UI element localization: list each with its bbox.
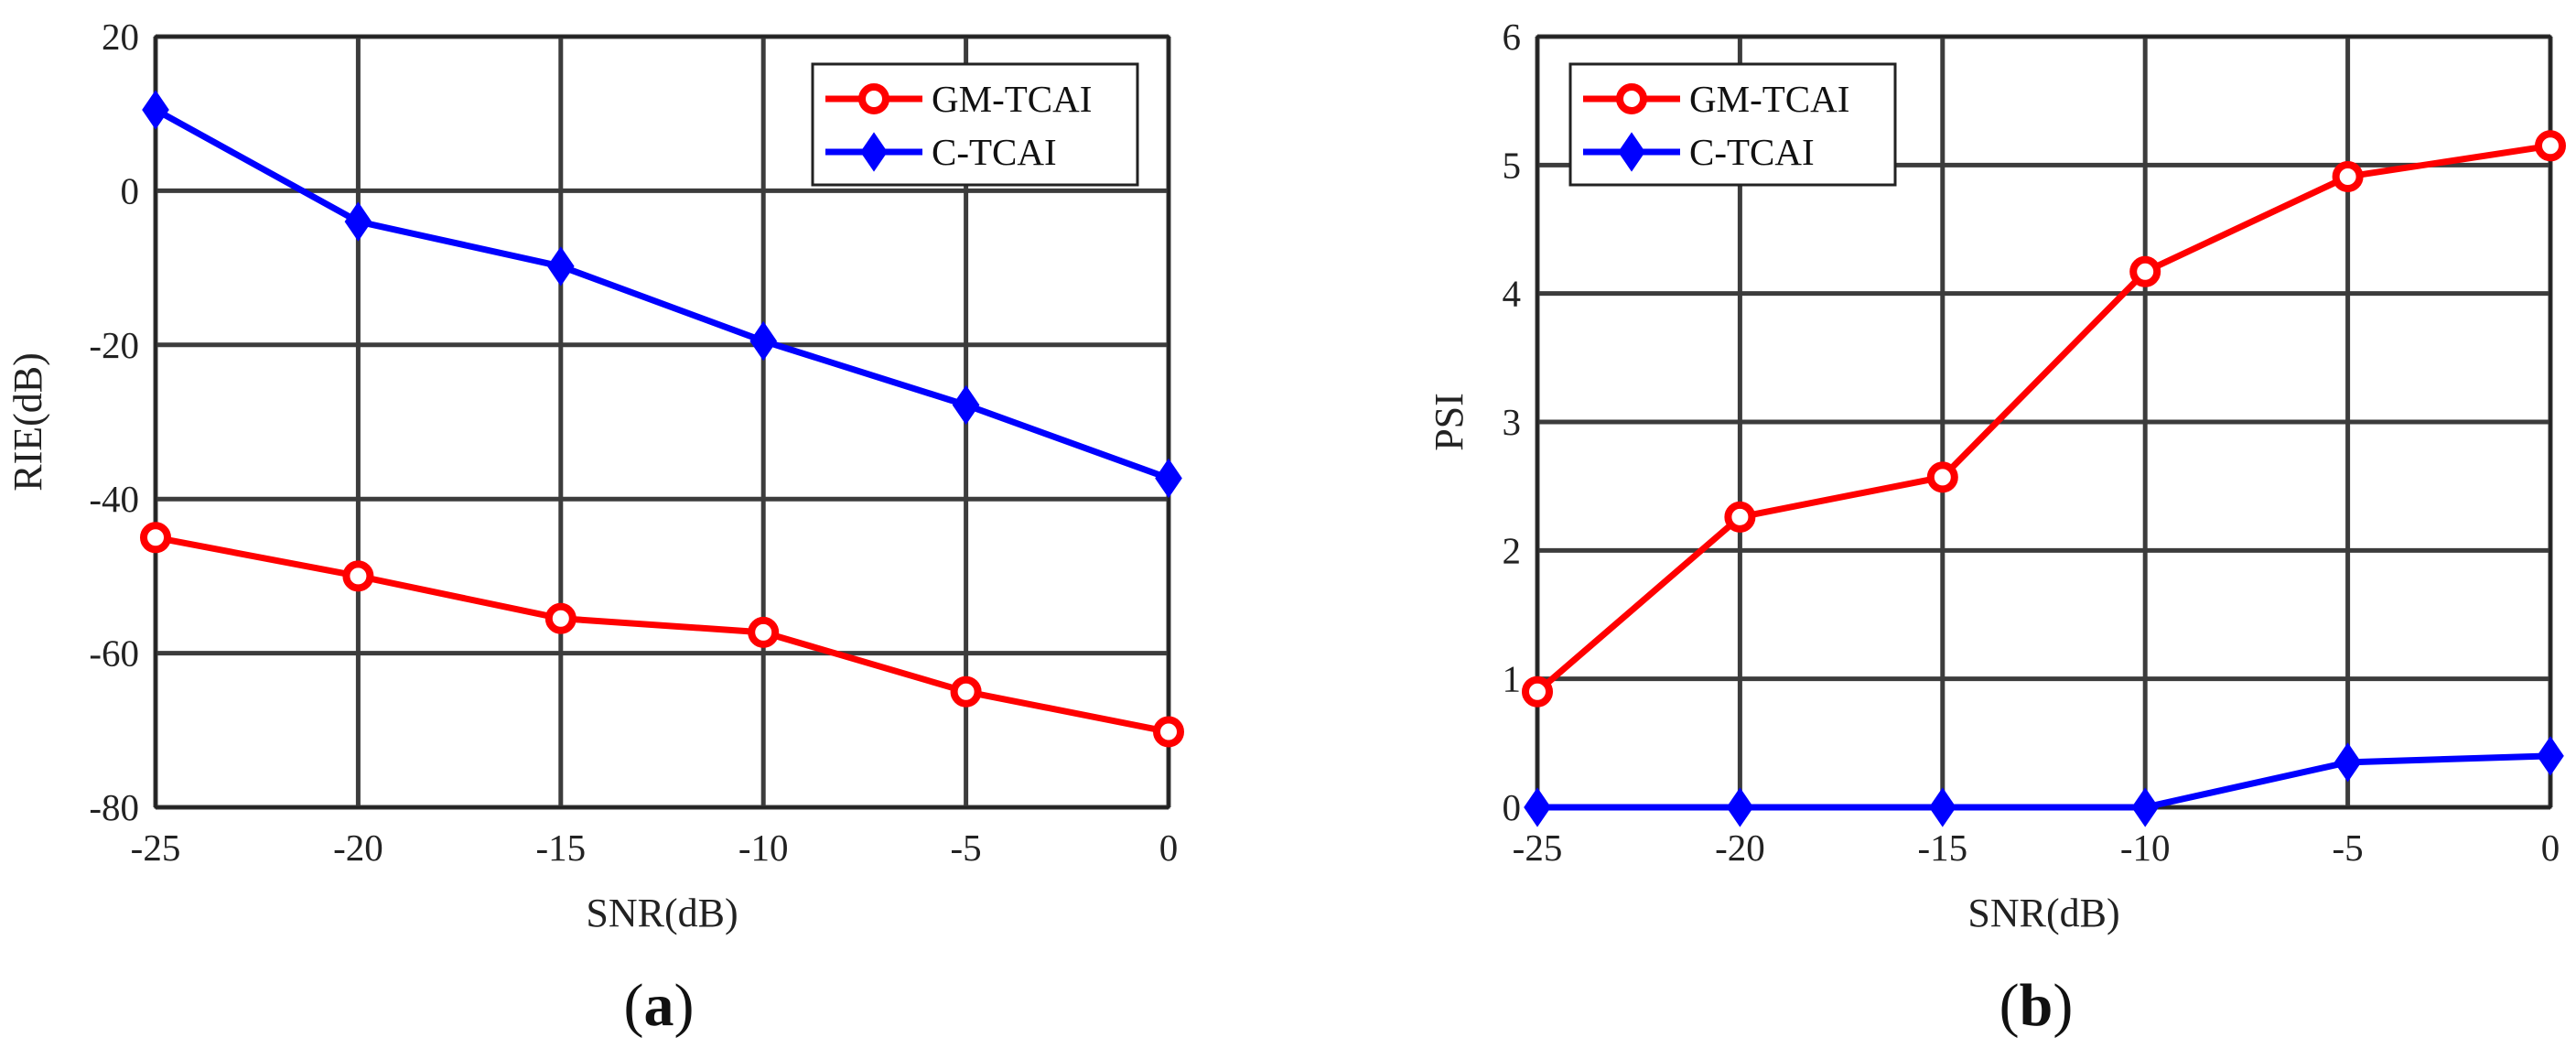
data-point-gm-tcai — [748, 616, 780, 648]
legend-marker — [860, 132, 888, 172]
data-point-c-tcai — [2131, 787, 2160, 827]
x-tick-label: -20 — [333, 827, 383, 869]
legend: GM-TCAI C-TCAI — [1568, 62, 1897, 187]
y-tick-label: 6 — [1503, 16, 1522, 58]
data-point-c-tcai — [546, 246, 575, 286]
data-point-gm-tcai — [950, 675, 982, 708]
data-point-gm-tcai — [1724, 501, 1756, 533]
data-point-c-tcai — [2333, 742, 2362, 783]
x-tick-label: -10 — [738, 827, 789, 869]
y-tick-label: -80 — [89, 786, 139, 828]
data-point-c-tcai — [2537, 736, 2564, 776]
legend: GM-TCAI C-TCAI — [811, 62, 1139, 187]
panel-caption: (a) — [624, 972, 695, 1039]
series-line-gm-tcai — [1535, 142, 2551, 695]
data-point-gm-tcai — [1926, 461, 1958, 493]
series-gm-tcai — [1522, 130, 2566, 708]
y-tick-label: 5 — [1503, 144, 1522, 186]
y-axis-label: PSI — [1427, 393, 1471, 451]
y-tick-label: 2 — [1503, 529, 1522, 571]
data-point-c-tcai — [952, 384, 980, 426]
x-tick-label: -25 — [131, 827, 181, 869]
series-line-gm-tcai — [155, 534, 1169, 735]
chart-panel-a: -25 -20 -15 -10 -5 0 20 0 -20 -40 -60 -80 SNR(dB) RIE… — [5, 16, 1184, 1039]
legend-label: C-TCAI — [932, 131, 1057, 173]
data-point-gm-tcai — [2129, 255, 2161, 287]
data-point-gm-tcai — [2535, 130, 2566, 162]
data-point-c-tcai — [1928, 787, 1956, 827]
x-tick-label: -20 — [1715, 827, 1765, 869]
y-tick-label: 3 — [1503, 401, 1522, 443]
series-c-tcai — [142, 90, 1182, 499]
data-point-c-tcai — [344, 201, 372, 242]
x-tick-label: -15 — [535, 827, 586, 869]
x-tick-label: 0 — [2541, 827, 2560, 869]
y-tick-label: -40 — [89, 478, 139, 520]
y-axis-label: RIE(dB) — [5, 352, 50, 492]
y-tick-label: 20 — [102, 16, 139, 58]
legend-box — [811, 62, 1139, 187]
series-c-tcai — [1524, 736, 2564, 827]
data-point-c-tcai — [1524, 787, 1551, 827]
x-axis-label: SNR(dB) — [586, 891, 738, 935]
x-tick-label: -5 — [2333, 827, 2364, 869]
data-point-c-tcai — [142, 90, 169, 130]
x-tick-label: -10 — [2120, 827, 2171, 869]
data-point-gm-tcai — [140, 522, 171, 554]
x-tick-label: -25 — [1513, 827, 1563, 869]
y-tick-label: 4 — [1503, 273, 1522, 315]
data-point-gm-tcai — [2332, 160, 2364, 192]
data-point-gm-tcai — [1153, 716, 1184, 748]
data-point-c-tcai — [1726, 787, 1754, 827]
legend-box — [1568, 62, 1897, 187]
data-point-gm-tcai — [342, 560, 374, 592]
series-line-c-tcai — [1537, 752, 2551, 811]
series-line-c-tcai — [154, 106, 1170, 481]
data-point-gm-tcai — [1522, 675, 1553, 708]
y-tick-label: 0 — [1503, 786, 1522, 828]
y-tick-label: -20 — [89, 324, 139, 366]
legend-marker — [1616, 83, 1647, 114]
data-point-c-tcai — [1155, 458, 1182, 499]
chart-panel-b: -25 -20 -15 -10 -5 0 6 5 4 3 2 1 0 SNR(dB) PSI GM-TCAI C… — [1427, 16, 2566, 1039]
x-tick-label: -15 — [1917, 827, 1967, 869]
panel-caption: (b) — [1999, 972, 2074, 1039]
series-gm-tcai — [140, 522, 1184, 748]
legend-label: C-TCAI — [1689, 131, 1815, 173]
x-tick-label: -5 — [951, 827, 982, 869]
plot-frame — [154, 35, 1170, 809]
x-tick-label: 0 — [1159, 827, 1179, 869]
data-point-gm-tcai — [544, 602, 577, 634]
legend-label: GM-TCAI — [932, 78, 1092, 120]
y-tick-label: 1 — [1503, 658, 1522, 700]
data-point-c-tcai — [749, 320, 778, 362]
legend-marker — [1618, 132, 1645, 172]
x-axis-label: SNR(dB) — [1967, 891, 2119, 935]
legend-marker — [858, 83, 889, 114]
y-tick-label: 0 — [121, 169, 140, 211]
y-tick-label: -60 — [89, 632, 139, 675]
legend-label: GM-TCAI — [1689, 78, 1849, 120]
